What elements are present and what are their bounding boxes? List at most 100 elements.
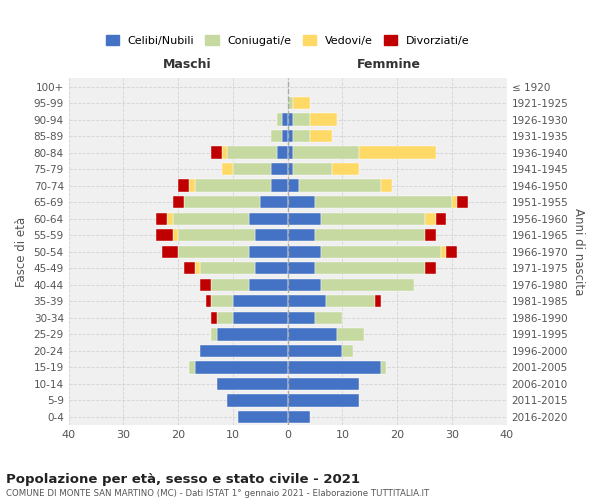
Bar: [200, 344, 287, 357]
Bar: [189, 361, 194, 374]
Bar: [425, 212, 436, 225]
Bar: [446, 246, 457, 258]
Bar: [173, 196, 184, 208]
Bar: [287, 163, 293, 175]
Bar: [315, 196, 452, 208]
Bar: [162, 246, 178, 258]
Bar: [227, 394, 287, 406]
Bar: [178, 229, 255, 241]
Bar: [287, 180, 299, 192]
Bar: [381, 180, 392, 192]
Bar: [255, 229, 287, 241]
Bar: [293, 163, 331, 175]
Bar: [287, 378, 359, 390]
Bar: [293, 130, 310, 142]
Bar: [287, 344, 343, 357]
Bar: [156, 229, 173, 241]
Bar: [287, 146, 293, 159]
Bar: [315, 262, 425, 274]
Bar: [287, 394, 359, 406]
Bar: [293, 97, 310, 110]
Bar: [184, 262, 194, 274]
Bar: [277, 114, 282, 126]
Bar: [320, 212, 425, 225]
Bar: [255, 262, 287, 274]
Bar: [287, 361, 381, 374]
Bar: [287, 114, 293, 126]
Bar: [287, 262, 315, 274]
Bar: [250, 246, 287, 258]
Bar: [211, 328, 217, 340]
Bar: [211, 146, 222, 159]
Bar: [233, 163, 271, 175]
Bar: [167, 212, 173, 225]
Bar: [331, 163, 359, 175]
Bar: [277, 146, 287, 159]
Bar: [271, 180, 287, 192]
Bar: [178, 246, 250, 258]
Bar: [194, 180, 271, 192]
Bar: [320, 246, 441, 258]
Text: Femmine: Femmine: [356, 58, 421, 71]
Bar: [287, 130, 293, 142]
Bar: [287, 312, 315, 324]
Bar: [217, 312, 233, 324]
Bar: [200, 262, 255, 274]
Bar: [282, 114, 287, 126]
Legend: Celibi/Nubili, Coniugati/e, Vedovi/e, Divorziati/e: Celibi/Nubili, Coniugati/e, Vedovi/e, Di…: [106, 36, 470, 46]
Bar: [184, 196, 260, 208]
Bar: [287, 328, 337, 340]
Bar: [233, 312, 287, 324]
Bar: [194, 361, 287, 374]
Bar: [206, 295, 211, 308]
Bar: [287, 196, 315, 208]
Bar: [233, 295, 287, 308]
Bar: [441, 246, 446, 258]
Bar: [282, 130, 287, 142]
Bar: [452, 196, 457, 208]
Bar: [457, 196, 469, 208]
Text: Maschi: Maschi: [163, 58, 211, 71]
Bar: [211, 295, 233, 308]
Bar: [217, 378, 287, 390]
Text: COMUNE DI MONTE SAN MARTINO (MC) - Dati ISTAT 1° gennaio 2021 - Elaborazione TUT: COMUNE DI MONTE SAN MARTINO (MC) - Dati …: [6, 489, 429, 498]
Y-axis label: Fasce di età: Fasce di età: [15, 216, 28, 287]
Bar: [310, 130, 331, 142]
Bar: [271, 130, 282, 142]
Bar: [156, 212, 167, 225]
Bar: [173, 229, 178, 241]
Bar: [222, 163, 233, 175]
Bar: [200, 278, 211, 291]
Bar: [189, 180, 194, 192]
Bar: [271, 163, 287, 175]
Bar: [359, 146, 436, 159]
Bar: [293, 114, 310, 126]
Bar: [287, 295, 326, 308]
Text: Popolazione per età, sesso e stato civile - 2021: Popolazione per età, sesso e stato civil…: [6, 472, 360, 486]
Bar: [326, 295, 376, 308]
Bar: [222, 146, 227, 159]
Bar: [250, 278, 287, 291]
Bar: [194, 262, 200, 274]
Bar: [211, 312, 217, 324]
Bar: [320, 278, 413, 291]
Bar: [287, 212, 320, 225]
Bar: [217, 328, 287, 340]
Bar: [287, 410, 310, 423]
Bar: [381, 361, 386, 374]
Bar: [238, 410, 287, 423]
Bar: [173, 212, 250, 225]
Bar: [178, 180, 189, 192]
Bar: [315, 229, 425, 241]
Bar: [436, 212, 446, 225]
Bar: [250, 212, 287, 225]
Bar: [287, 278, 320, 291]
Bar: [211, 278, 250, 291]
Bar: [227, 146, 277, 159]
Bar: [260, 196, 287, 208]
Bar: [287, 229, 315, 241]
Bar: [343, 344, 353, 357]
Y-axis label: Anni di nascita: Anni di nascita: [572, 208, 585, 296]
Bar: [425, 229, 436, 241]
Bar: [425, 262, 436, 274]
